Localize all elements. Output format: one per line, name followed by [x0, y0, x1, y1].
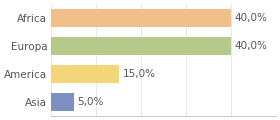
Text: 15,0%: 15,0%	[122, 69, 155, 79]
Bar	[52, 9, 231, 27]
Text: 5,0%: 5,0%	[78, 97, 104, 107]
Bar	[52, 37, 231, 55]
Bar	[52, 93, 74, 111]
Bar	[52, 65, 119, 83]
Text: 40,0%: 40,0%	[235, 41, 267, 51]
Text: 40,0%: 40,0%	[235, 13, 267, 23]
